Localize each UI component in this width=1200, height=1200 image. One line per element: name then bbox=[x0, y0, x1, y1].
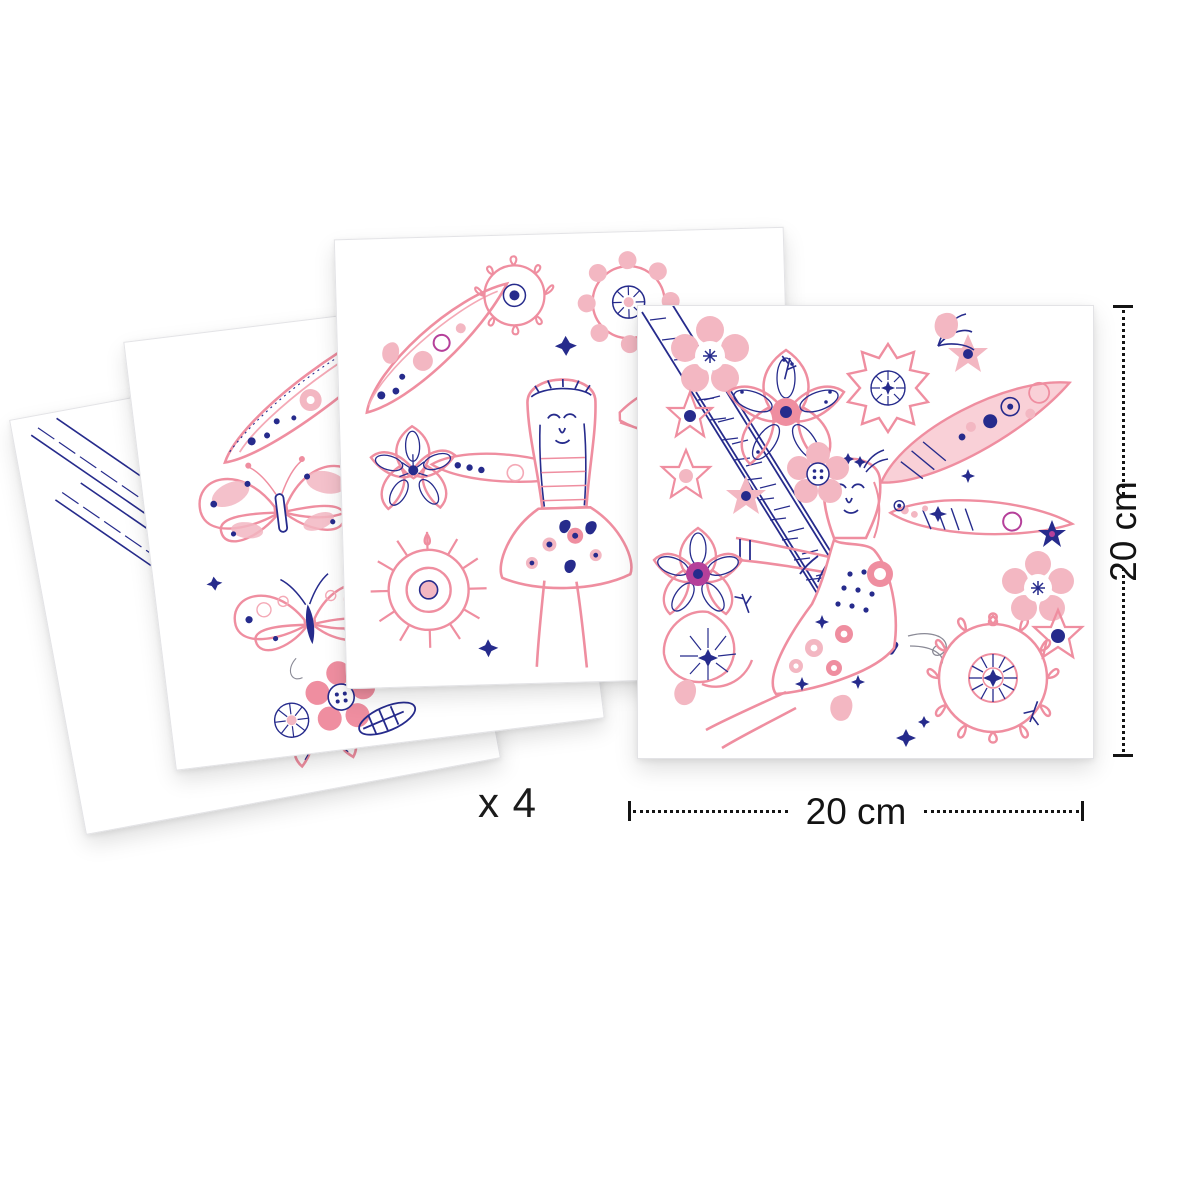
dimension-leader-left bbox=[633, 809, 788, 813]
illustration-card-standing-fairy bbox=[333, 226, 797, 690]
width-dimension: 20 cm bbox=[628, 789, 1085, 833]
quantity-label: x 4 bbox=[478, 779, 538, 826]
height-dimension-label: 20 cm bbox=[1102, 480, 1144, 582]
card-artwork-standing-fairy bbox=[335, 228, 795, 688]
height-dimension: 20 cm bbox=[1101, 305, 1145, 757]
width-dimension-label: 20 cm bbox=[805, 790, 907, 832]
dimension-leader-top bbox=[1121, 310, 1125, 495]
card-artwork-fairy-swing bbox=[638, 306, 1093, 758]
dimension-cap-top bbox=[1113, 305, 1133, 308]
dimension-cap-bottom bbox=[1113, 754, 1133, 757]
dimension-cap-left bbox=[628, 801, 631, 821]
dimension-cap-right bbox=[1081, 801, 1085, 821]
illustration-card-fairy-on-swing bbox=[637, 305, 1094, 759]
dimension-leader-bottom bbox=[1121, 567, 1125, 752]
dimension-leader-right bbox=[924, 809, 1080, 813]
